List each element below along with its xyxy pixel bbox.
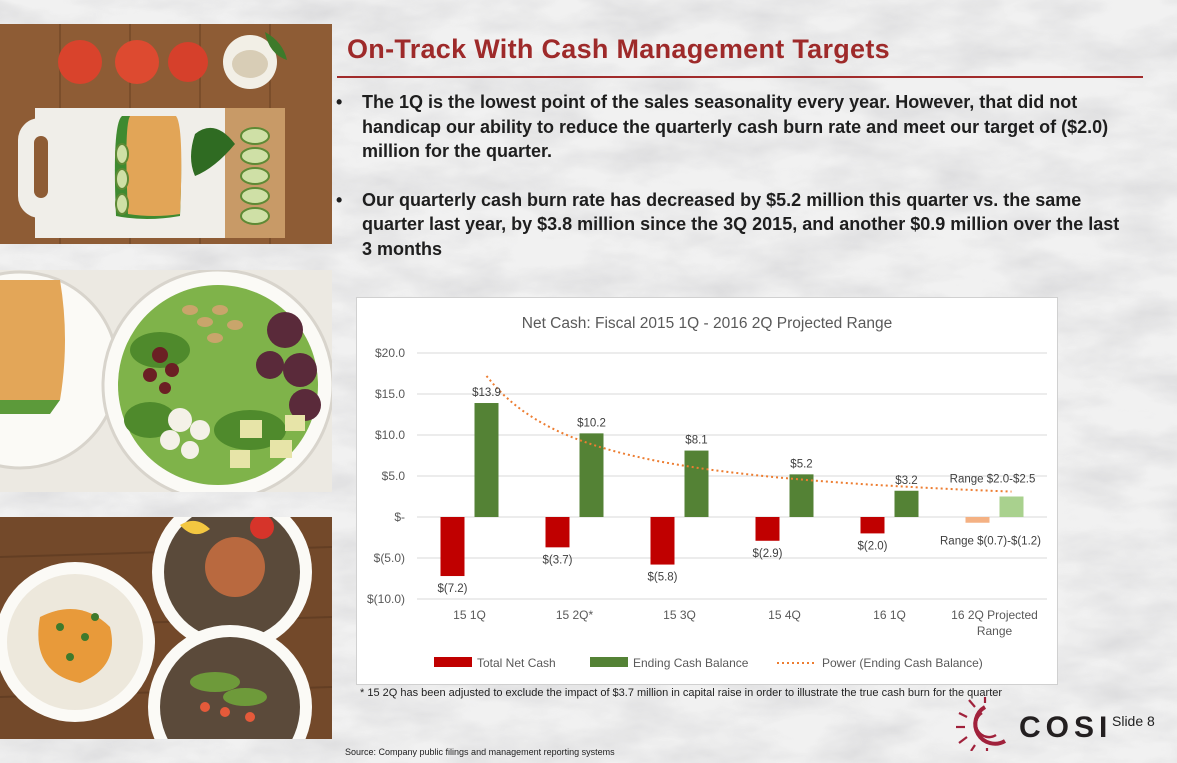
source-note: Source: Company public filings and manag… — [345, 747, 615, 757]
ending-cash-bar — [894, 490, 919, 517]
bullet-list: • The 1Q is the lowest point of the sales… — [336, 90, 1126, 285]
legend-swatch-ending-cash — [590, 657, 628, 667]
net-cash-bar — [440, 517, 465, 577]
legend: Total Net Cash Ending Cash Balance Power (… — [434, 656, 983, 670]
legend-label-net-cash: Total Net Cash — [477, 656, 556, 670]
sun-icon — [956, 697, 1007, 751]
legend-swatch-net-cash — [434, 657, 472, 667]
net-cash-bar — [545, 517, 570, 548]
net-cash-bar — [650, 517, 675, 565]
y-tick-label: $20.0 — [375, 346, 405, 360]
net-cash-chart: Net Cash: Fiscal 2015 1Q - 2016 2Q Proje… — [356, 297, 1058, 685]
net-cash-label: $(5.8) — [647, 572, 677, 584]
y-tick-label: $(10.0) — [367, 592, 405, 606]
ending-cash-label: $10.2 — [577, 417, 606, 429]
ending-cash-bar — [579, 433, 604, 517]
trendline — [485, 375, 1012, 493]
ending-cash-bar — [684, 450, 709, 517]
chart-canvas: Net Cash: Fiscal 2015 1Q - 2016 2Q Proje… — [367, 315, 1047, 670]
x-tick-label: 15 4Q — [768, 608, 801, 622]
slide-title: On-Track With Cash Management Targets — [347, 34, 890, 64]
net-cash-bar — [860, 517, 885, 534]
trendline-path — [485, 375, 1012, 493]
logo-wordmark: COSI — [1019, 711, 1112, 744]
grid-lines — [417, 352, 1047, 600]
cosi-logo: COSI — [956, 697, 1112, 751]
net-cash-bar — [755, 517, 780, 541]
x-tick-label: 16 1Q — [873, 608, 906, 622]
bullet-text: The 1Q is the lowest point of the sales … — [362, 92, 1109, 161]
ending-cash-bar — [789, 474, 814, 517]
legend-label-trendline: Power (Ending Cash Balance) — [822, 656, 983, 670]
net-cash-label: $(2.9) — [752, 548, 782, 560]
x-tick-label: 15 3Q — [663, 608, 696, 622]
data-labels: $(7.2) $(3.7) $(5.8) $(2.9) $(2.0) Range $(0.… — [437, 387, 1041, 595]
sandwich-board-photo — [0, 24, 332, 244]
salad-bowl-photo — [0, 270, 332, 492]
y-axis-ticks: $20.0 $15.0 $10.0 $5.0 $- $(5.0) $(10.0) — [367, 346, 405, 606]
bars — [440, 403, 1024, 577]
y-tick-label: $- — [394, 510, 405, 524]
y-tick-label: $5.0 — [382, 469, 406, 483]
bullet-marker: • — [336, 189, 343, 210]
chart-title: Net Cash: Fiscal 2015 1Q - 2016 2Q Proje… — [522, 315, 892, 332]
x-tick-label: 15 2Q* — [556, 608, 594, 622]
y-tick-label: $15.0 — [375, 387, 405, 401]
ending-cash-label: $8.1 — [685, 435, 707, 447]
ending-cash-bar — [999, 496, 1024, 517]
ending-cash-label: $13.9 — [472, 387, 501, 399]
bullet-marker: • — [336, 92, 343, 112]
y-tick-label: $10.0 — [375, 428, 405, 442]
net-cash-label: $(7.2) — [437, 583, 467, 595]
net-cash-bar — [965, 517, 990, 523]
ending-cash-label: $3.2 — [895, 475, 917, 487]
bullet-item: • The 1Q is the lowest point of the sales… — [336, 90, 1126, 164]
net-cash-label: $(2.0) — [857, 540, 887, 552]
title-divider — [337, 76, 1143, 78]
net-cash-label: $(3.7) — [542, 554, 572, 566]
x-axis-ticks: 15 1Q 15 2Q* 15 3Q 15 4Q 16 1Q 16 2Q Projecte… — [453, 608, 1038, 638]
rice-bowls-photo — [0, 517, 332, 739]
slide-number: Slide 8 — [1112, 713, 1155, 729]
ending-cash-label: Range $2.0-$2.5 — [950, 474, 1036, 486]
footnote: * 15 2Q has been adjusted to exclude the… — [360, 687, 1003, 699]
x-tick-label: 16 2Q Projected Range — [951, 608, 1038, 638]
y-tick-label: $(5.0) — [374, 551, 405, 565]
legend-label-ending-cash: Ending Cash Balance — [633, 656, 749, 670]
ending-cash-label: $5.2 — [790, 458, 812, 470]
bullet-text: Our quarterly cash burn rate has decreas… — [362, 189, 1120, 259]
ending-cash-bar — [474, 403, 499, 517]
net-cash-label: Range $(0.7)-$(1.2) — [940, 536, 1041, 548]
bullet-item: • Our quarterly cash burn rate has decrea… — [336, 188, 1126, 262]
x-tick-label: 15 1Q — [453, 608, 486, 622]
